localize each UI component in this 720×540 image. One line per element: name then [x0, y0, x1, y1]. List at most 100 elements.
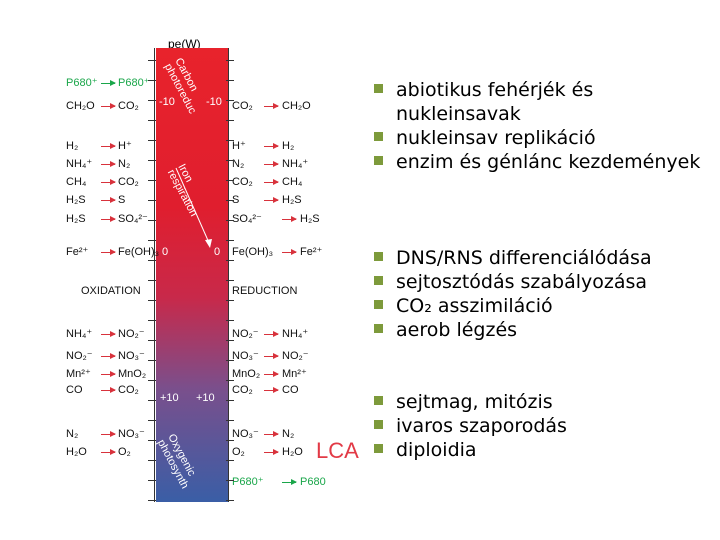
bullet-square-icon	[374, 324, 383, 333]
oxidation-label: OXIDATION	[81, 285, 141, 297]
reaction-arrow	[101, 449, 116, 455]
bullet-square-icon	[374, 252, 383, 261]
left-axis-tick	[148, 360, 156, 361]
right-axis-tick	[226, 320, 234, 321]
right-reactant: H⁺	[232, 140, 246, 152]
list-item: diploidia	[374, 438, 567, 462]
bullet-square-icon	[374, 276, 383, 285]
list-item: enzim és génlánc kezdemények	[374, 150, 720, 174]
right-axis-tick	[226, 100, 234, 101]
right-product: H₂S	[282, 194, 302, 206]
reaction-arrow	[101, 179, 116, 185]
right-product: H₂S	[300, 213, 320, 225]
left-product: NO₂⁻	[118, 328, 145, 340]
left-reactant: Mn²⁺	[66, 368, 91, 380]
right-axis-tick	[226, 480, 234, 481]
left-axis-tick	[148, 300, 156, 301]
left-axis-tick	[148, 80, 156, 81]
right-axis-line	[228, 48, 229, 502]
right-product: Mn²⁺	[282, 368, 307, 380]
reaction-arrow	[264, 431, 279, 437]
reaction-arrow	[101, 216, 116, 222]
reaction-arrow	[101, 197, 116, 203]
list-item: aerob légzés	[374, 318, 652, 342]
reaction-arrow	[264, 331, 279, 337]
left-reactant: CH₄	[66, 176, 87, 188]
left-axis-tick	[148, 380, 156, 381]
column-title: pe(W)	[168, 37, 201, 51]
right-axis-tick	[226, 220, 234, 221]
reaction-arrow	[282, 216, 297, 222]
reaction-arrow	[264, 371, 279, 377]
left-axis-tick	[148, 200, 156, 201]
left-reactant: Fe²⁺	[66, 246, 89, 258]
list-item: ivaros szaporodás	[374, 414, 567, 438]
list-item: nukleinsav replikáció	[374, 126, 720, 150]
left-product: SO₄²⁻	[118, 213, 148, 225]
left-reactant: H₂	[66, 140, 79, 152]
right-reactant: CO₂	[232, 100, 253, 112]
left-axis-tick	[148, 220, 156, 221]
scale-top-right: -10	[206, 96, 222, 108]
left-axis-tick	[148, 340, 156, 341]
right-axis-tick	[226, 300, 234, 301]
right-reactant: S	[232, 194, 240, 206]
left-product: CO₂	[118, 176, 139, 188]
right-axis-tick	[226, 160, 234, 161]
left-product: P680⁺	[118, 77, 150, 89]
reaction-arrow	[101, 143, 116, 149]
bullet-square-icon	[374, 420, 383, 429]
left-axis-tick	[148, 180, 156, 181]
reaction-arrow	[264, 103, 279, 109]
left-product: NO₃⁻	[118, 350, 145, 362]
right-axis-tick	[226, 240, 234, 241]
reaction-arrow	[101, 331, 116, 337]
right-product: H₂O	[282, 446, 303, 458]
bullet-square-icon	[374, 156, 383, 165]
right-reactant: N₂	[232, 158, 245, 170]
reaction-arrow	[264, 143, 279, 149]
right-product: CH₄	[282, 176, 303, 188]
bullet-group-1: abiotikus fehérjék és nukleinsavak nukle…	[374, 78, 720, 174]
left-product: CO₂	[118, 384, 139, 396]
right-axis-tick	[226, 460, 234, 461]
reaction-arrow	[101, 80, 116, 86]
right-axis-tick	[226, 380, 234, 381]
right-reactant: MnO₂	[232, 368, 261, 380]
reaction-arrow	[101, 387, 116, 393]
right-product: CO	[282, 384, 299, 396]
left-axis-tick	[148, 420, 156, 421]
right-reactant: CO₂	[232, 384, 253, 396]
right-axis-tick	[226, 80, 234, 81]
reaction-arrow	[282, 479, 297, 485]
left-axis-tick	[148, 260, 156, 261]
left-reactant: NO₂⁻	[66, 350, 93, 362]
left-axis-tick	[148, 120, 156, 121]
right-product: H₂	[282, 140, 295, 152]
redox-diagram: pe(W) -10 -10 0 0 +10 +10 Carbon photore…	[66, 37, 359, 502]
right-reactant: SO₄²⁻	[232, 213, 262, 225]
reaction-arrow	[264, 179, 279, 185]
right-reactant: Fe(OH)₃	[232, 246, 274, 258]
right-axis-tick	[226, 260, 234, 261]
left-reactant: P680⁺	[66, 77, 98, 89]
list-item: abiotikus fehérjék és nukleinsavak	[374, 78, 720, 126]
left-reactant: NH₄⁺	[66, 328, 93, 340]
left-product: H⁺	[118, 140, 132, 152]
right-reactant: CO₂	[232, 176, 253, 188]
reaction-arrow	[282, 249, 297, 255]
right-axis-tick	[226, 180, 234, 181]
reaction-arrow	[101, 353, 116, 359]
left-product: NO₃⁻	[118, 428, 145, 440]
left-reactant: NH₄⁺	[66, 158, 93, 170]
left-product: O₂	[118, 446, 131, 458]
scale-zero-left: 0	[162, 246, 169, 258]
left-reactant: H₂S	[66, 213, 86, 225]
right-axis-tick	[226, 140, 234, 141]
left-axis-tick	[148, 440, 156, 441]
right-reactant: O₂	[232, 446, 245, 458]
left-axis-tick	[148, 400, 156, 401]
left-axis-tick	[148, 480, 156, 481]
right-product: NH₄⁺	[282, 158, 309, 170]
scale-top-left: -10	[159, 96, 175, 108]
